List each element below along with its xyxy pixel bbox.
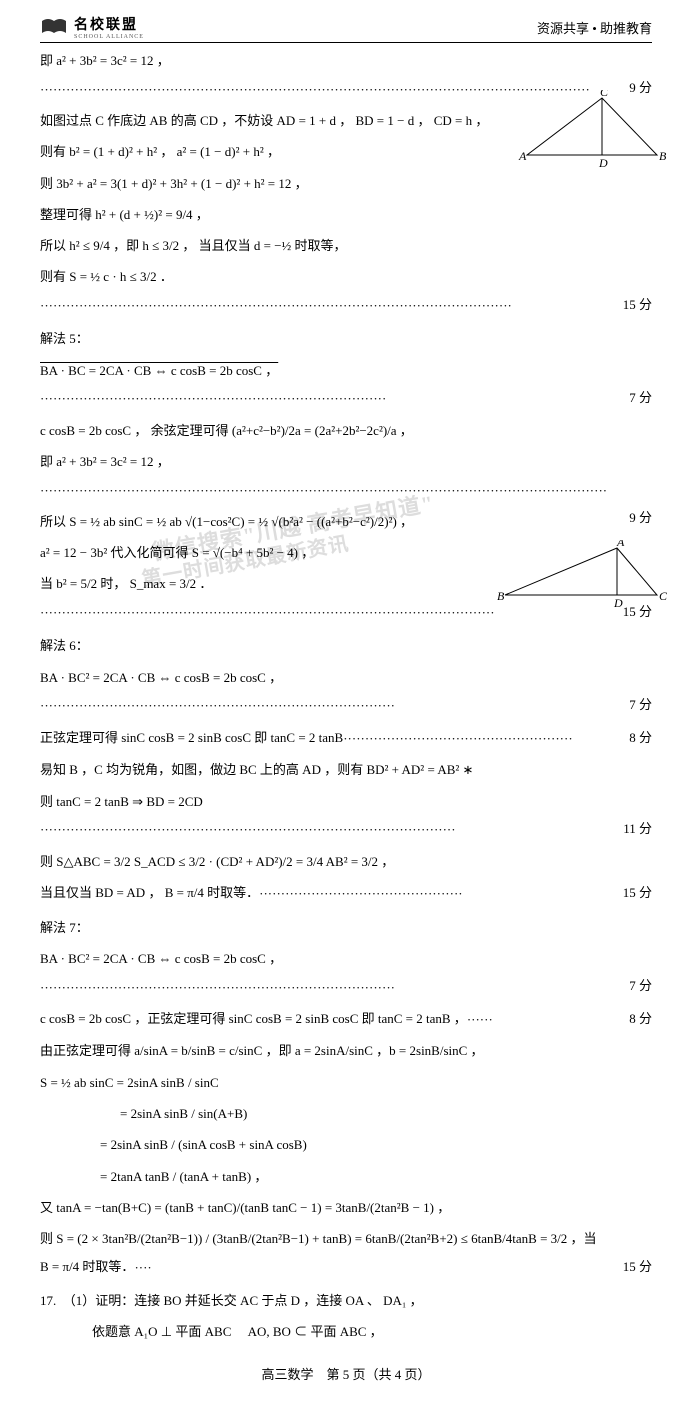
math-line: 正弦定理可得 sinC cosB = 2 sinB cosC 即 tanC = … bbox=[40, 724, 652, 753]
book-icon bbox=[40, 17, 68, 37]
svg-text:C: C bbox=[600, 90, 609, 99]
math-line: c cosB = 2b cosC ，正弦定理可得 sinC cosB = 2 s… bbox=[40, 1005, 652, 1034]
math-line: 则有 S = ½ c · h ≤ 3/2 ．··················… bbox=[40, 263, 652, 319]
brand: 名校联盟 bbox=[74, 14, 144, 34]
math-line: S = ½ ab sinC = 2sinA sinB / sinC bbox=[40, 1069, 652, 1096]
math-line: 则 S△ABC = 3/2 S_ACD ≤ 3/2 · (CD² + AD²)/… bbox=[40, 848, 652, 875]
svg-text:B: B bbox=[497, 589, 505, 603]
svg-text:B: B bbox=[659, 149, 667, 163]
math-line: 当且仅当 BD = AD ， B = π/4 时取等．·············… bbox=[40, 879, 652, 908]
method-heading: 解法 7： bbox=[40, 914, 652, 941]
page-header: 名校联盟 SCHOOL ALLIANCE 资源共享 • 助推教育 bbox=[40, 10, 652, 43]
logo: 名校联盟 SCHOOL ALLIANCE bbox=[40, 14, 144, 40]
math-line: = 2sinA sinB / sin(A+B) bbox=[40, 1100, 652, 1127]
method-heading: 解法 6： bbox=[40, 632, 652, 659]
math-line: 整理可得 h² + (d + ½)² = 9/4 ， bbox=[40, 201, 652, 228]
math-line: 所以 S = ½ ab sinC = ½ ab √(1−cos²C) = ½ √… bbox=[40, 508, 652, 535]
triangle-figure-2: B C A D bbox=[497, 540, 667, 610]
math-line: BA · BC² = 2CA · CB ⇔ c cosB = 2b cosC ，… bbox=[40, 664, 652, 720]
triangle-figure-1: A B C D bbox=[517, 90, 667, 170]
math-line: c cosB = 2b cosC ， 余弦定理可得 (a²+c²−b²)/2a … bbox=[40, 417, 652, 444]
svg-text:A: A bbox=[518, 149, 527, 163]
svg-text:C: C bbox=[659, 589, 667, 603]
math-line: 则 3b² + a² = 3(1 + d)² + 3h² + (1 − d)² … bbox=[40, 170, 652, 197]
math-line: BA · BC = 2CA · CB ⇔ c cosB = 2b cosC ，·… bbox=[40, 357, 652, 413]
math-line: 则 S = (2 × 3tan²B/(2tan²B−1)) / (3tanB/(… bbox=[40, 1225, 652, 1281]
brand-sub: SCHOOL ALLIANCE bbox=[74, 34, 144, 40]
method-heading: 解法 5： bbox=[40, 325, 652, 352]
math-line: 由正弦定理可得 a/sinA = b/sinB = c/sinC ，即 a = … bbox=[40, 1037, 652, 1064]
question-17b: 依题意 A₁O ⊥ 平面 ABC AO, BO ⊂ 平面 ABC ， bbox=[40, 1318, 652, 1345]
math-line: BA · BC² = 2CA · CB ⇔ c cosB = 2b cosC ，… bbox=[40, 945, 652, 1001]
math-line: 则 tanC = 2 tanB ⇒ BD = 2CD··············… bbox=[40, 788, 652, 844]
svg-text:D: D bbox=[598, 156, 608, 170]
math-line: 又 tanA = −tan(B+C) = (tanB + tanC)/(tanB… bbox=[40, 1194, 652, 1221]
math-line: 所以 h² ≤ 9/4 ，即 h ≤ 3/2 ， 当且仅当 d = −½ 时取等… bbox=[40, 232, 652, 259]
page-footer: 高三数学 第 5 页（共 4 页） bbox=[40, 1364, 652, 1383]
math-line: = 2tanA tanB / (tanA + tanB) ， bbox=[40, 1163, 652, 1190]
question-17: 17. （1）证明：连接 BO 并延长交 AC 于点 D ，连接 OA 、 DA… bbox=[40, 1287, 652, 1314]
math-line: 即 a² + 3b² = 3c² = 12 ，·················… bbox=[40, 448, 652, 504]
header-right: 资源共享 • 助推教育 bbox=[537, 18, 652, 37]
math-line: 易知 B ，C 均为锐角，如图，做边 BC 上的高 AD ，则有 BD² + A… bbox=[40, 756, 652, 783]
svg-text:A: A bbox=[616, 540, 625, 549]
svg-text:D: D bbox=[613, 596, 623, 610]
math-line: = 2sinA sinB / (sinA cosB + sinA cosB) bbox=[40, 1131, 652, 1158]
